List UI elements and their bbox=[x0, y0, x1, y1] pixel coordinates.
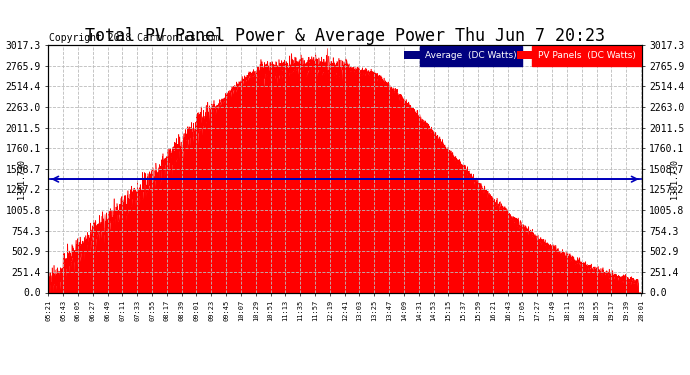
Legend: Average  (DC Watts), PV Panels  (DC Watts): Average (DC Watts), PV Panels (DC Watts) bbox=[402, 50, 637, 62]
Text: 1381.730: 1381.730 bbox=[17, 159, 26, 199]
Text: 1381.730: 1381.730 bbox=[670, 159, 679, 199]
Text: Copyright 2018 Cartronics.com: Copyright 2018 Cartronics.com bbox=[49, 33, 219, 42]
Title: Total PV Panel Power & Average Power Thu Jun 7 20:23: Total PV Panel Power & Average Power Thu… bbox=[85, 27, 605, 45]
